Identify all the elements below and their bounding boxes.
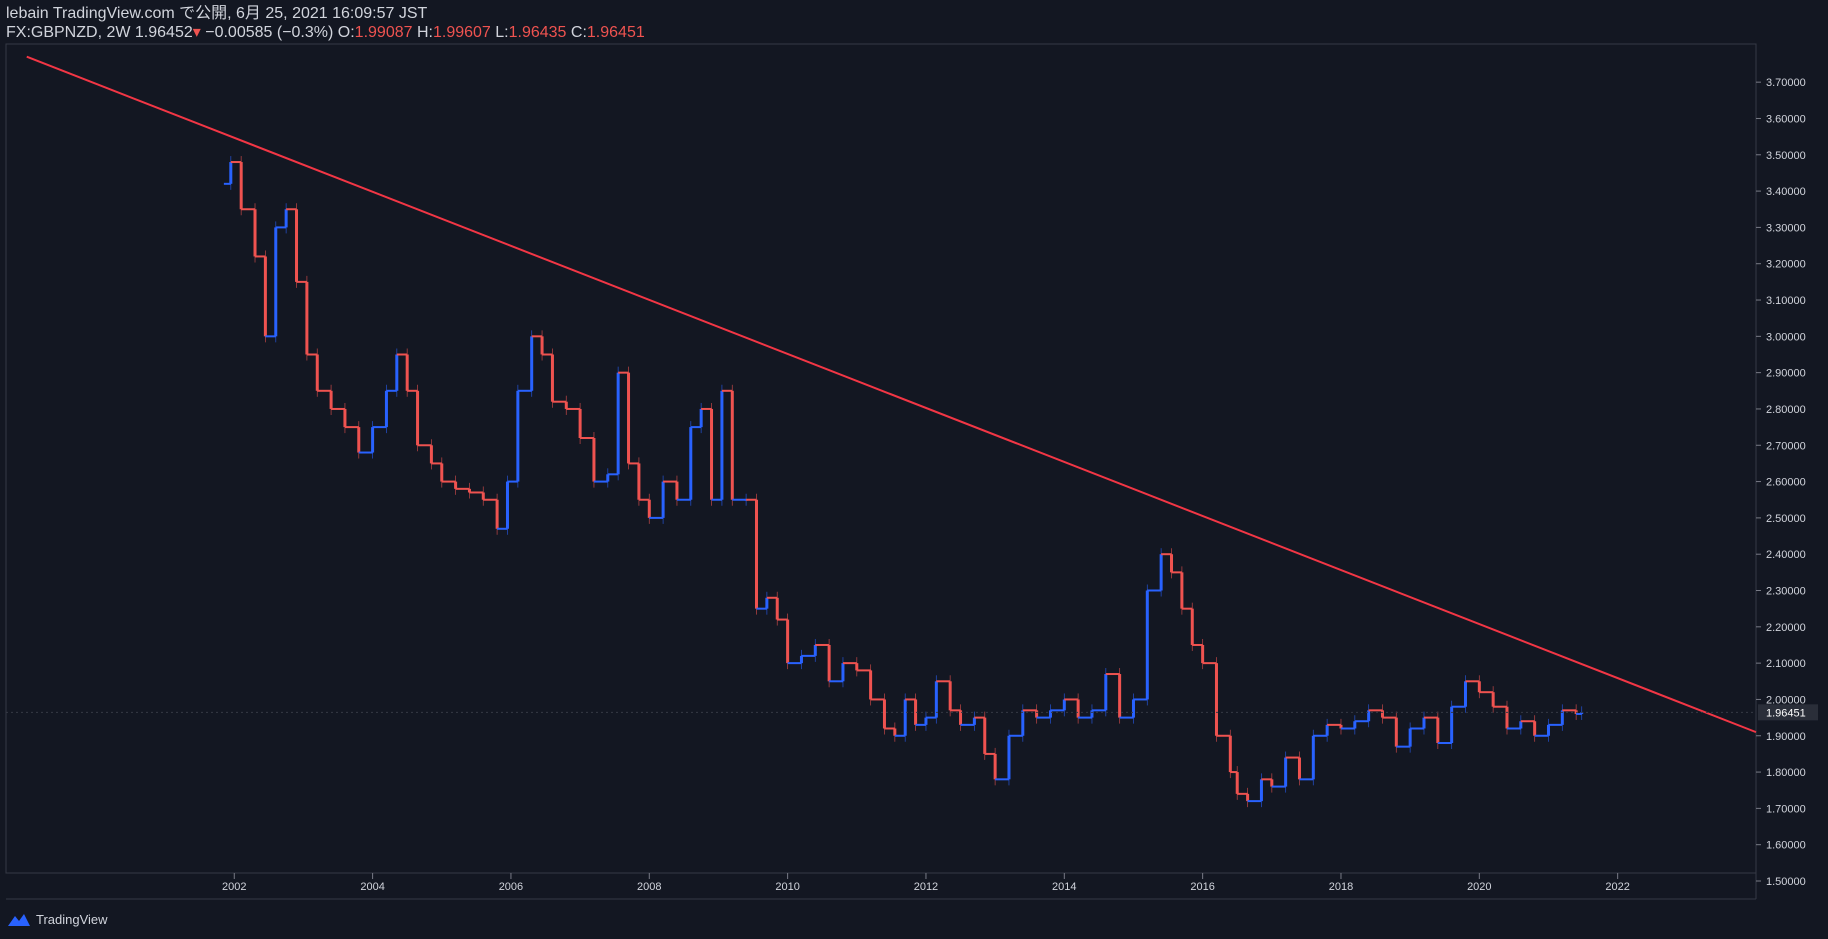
- y-tick-label: 3.60000: [1766, 113, 1806, 125]
- publish-info: lebain TradingView.com で公開, 6月 25, 2021 …: [6, 5, 428, 22]
- y-tick-label: 2.00000: [1766, 694, 1806, 706]
- x-tick-label: 2012: [914, 881, 938, 893]
- y-tick-label: 3.00000: [1766, 331, 1806, 343]
- y-tick-label: 2.80000: [1766, 404, 1806, 416]
- tradingview-logo-icon: [8, 913, 30, 926]
- high-label: H:: [416, 24, 433, 41]
- y-tick-label: 3.70000: [1766, 77, 1806, 89]
- trendline[interactable]: [26, 55, 1757, 734]
- y-tick-label: 3.50000: [1766, 150, 1806, 162]
- x-tick-label: 2020: [1467, 881, 1491, 893]
- plot-frame: [5, 43, 1757, 874]
- x-tick-label: 2016: [1190, 881, 1214, 893]
- low-value: 1.96435: [508, 24, 567, 41]
- price-axis: 1.50000 1.60000 1.70000 1.80000 1.90000 2.000…: [1756, 77, 1806, 888]
- y-tick-label: 2.90000: [1766, 368, 1806, 380]
- open-label: O:: [337, 24, 355, 41]
- chart-header: lebain TradingView.com で公開, 6月 25, 2021 …: [6, 4, 645, 42]
- x-tick-label: 2002: [222, 881, 246, 893]
- symbol-info-row: FX:GBPNZD, 2W 1.96452▾ −0.00585 (−0.3%) …: [6, 23, 645, 42]
- x-tick-label: 2018: [1329, 881, 1353, 893]
- footer-brand: TradingView: [36, 912, 108, 927]
- y-tick-label: 2.30000: [1766, 586, 1806, 598]
- y-tick-label: 3.20000: [1766, 259, 1806, 271]
- x-tick-label: 2008: [637, 881, 661, 893]
- y-tick-label: 2.60000: [1766, 477, 1806, 489]
- down-arrow-icon: ▾: [192, 24, 201, 41]
- x-tick-label: 2022: [1605, 881, 1629, 893]
- high-value: 1.99607: [432, 24, 491, 41]
- y-tick-label: 3.10000: [1766, 295, 1806, 307]
- x-tick-label: 2014: [1052, 881, 1076, 893]
- time-axis: 2002 2004 2006 2008 2010 2012 2014 2016 2018 2020…: [222, 873, 1630, 893]
- close-value: 1.96451: [586, 24, 645, 41]
- last-price: 1.96452: [134, 24, 193, 41]
- y-tick-label: 1.90000: [1766, 731, 1806, 743]
- y-tick-label: 2.50000: [1766, 513, 1806, 525]
- tradingview-footer[interactable]: TradingView: [6, 912, 108, 927]
- x-tick-label: 2004: [360, 881, 384, 893]
- y-tick-label: 3.30000: [1766, 222, 1806, 234]
- x-tick-label: 2006: [499, 881, 523, 893]
- y-tick-label: 1.60000: [1766, 840, 1806, 852]
- y-tick-label: 2.40000: [1766, 549, 1806, 561]
- y-tick-label: 2.20000: [1766, 622, 1806, 634]
- low-label: L:: [495, 24, 509, 41]
- open-value: 1.99087: [354, 24, 413, 41]
- trendline-layer: [26, 55, 1757, 734]
- y-tick-label: 2.10000: [1766, 658, 1806, 670]
- x-tick-label: 2010: [775, 881, 799, 893]
- price-change: −0.00585 (−0.3%): [205, 24, 334, 41]
- symbol-name: FX:GBPNZD, 2W: [6, 24, 131, 41]
- y-tick-label: 3.40000: [1766, 186, 1806, 198]
- price-bars: [223, 156, 1584, 808]
- last-price-label: 1.96451: [1766, 707, 1806, 719]
- last-price-badge: [1758, 704, 1818, 721]
- y-tick-label: 1.70000: [1766, 803, 1806, 815]
- close-label: C:: [570, 24, 587, 41]
- y-tick-label: 2.70000: [1766, 440, 1806, 452]
- y-tick-label: 1.80000: [1766, 767, 1806, 779]
- last-price-label-layer: 1.96451: [6, 704, 1818, 721]
- y-tick-label: 1.50000: [1766, 876, 1806, 888]
